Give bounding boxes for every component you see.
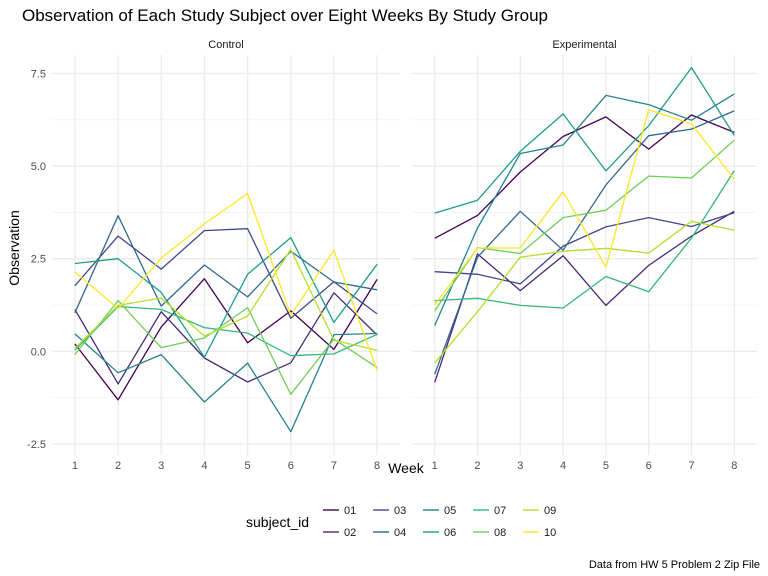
y-axis-title: Observation: [6, 210, 22, 285]
series-line-experimental-10: [434, 109, 735, 305]
series-line-control-08: [74, 299, 378, 395]
x-tick-label: 5: [245, 460, 251, 472]
facet-label-experimental: Experimental: [552, 39, 616, 51]
x-tick-label: 6: [646, 460, 652, 472]
y-axis: -2.5 0.0 2.5 5.0 7.5: [27, 69, 46, 451]
series-line-control-06: [74, 236, 378, 358]
y-tick-label: 2.5: [31, 254, 46, 266]
series-line-control-04: [74, 215, 378, 314]
x-tick-label: 1: [432, 460, 438, 472]
legend-label-02: 02: [344, 527, 356, 539]
facet-label-control: Control: [208, 39, 243, 51]
x-tick-label: 2: [474, 460, 480, 472]
x-tick-label: 7: [688, 460, 694, 472]
x-tick-label: 7: [331, 460, 337, 472]
series-line-control-09: [74, 248, 378, 351]
series-line-control-01: [74, 278, 378, 401]
y-tick-label: 0.0: [31, 346, 46, 358]
series-line-experimental-05: [434, 93, 735, 326]
caption: Data from HW 5 Problem 2 Zip File: [589, 559, 760, 571]
x-tick-label: 8: [731, 460, 737, 472]
legend-label-08: 08: [494, 527, 506, 539]
legend-label-09: 09: [544, 505, 556, 517]
legend-label-04: 04: [394, 527, 406, 539]
legend-title: subject_id: [246, 514, 309, 530]
facet-panel-control: Control: [52, 39, 400, 455]
x-tick-label: 4: [201, 460, 207, 472]
series-line-control-02: [74, 292, 378, 385]
series-line-control-05: [74, 332, 378, 433]
x-tick-label: 2: [115, 460, 121, 472]
y-tick-label: 5.0: [31, 161, 46, 173]
x-tick-label: 4: [560, 460, 566, 472]
series-line-experimental-07: [434, 170, 735, 309]
series-line-control-03: [74, 228, 378, 319]
x-tick-label: 6: [288, 460, 294, 472]
y-tick-label: -2.5: [27, 439, 46, 451]
legend-label-10: 10: [544, 527, 556, 539]
series-line-experimental-03: [434, 212, 735, 285]
facet-panel-experimental: Experimental: [412, 39, 757, 455]
series-line-experimental-02: [434, 210, 735, 383]
series-line-experimental-09: [434, 220, 735, 364]
x-tick-label: 3: [158, 460, 164, 472]
x-tick-label: 5: [603, 460, 609, 472]
legend-label-01: 01: [344, 505, 356, 517]
legend-label-07: 07: [494, 505, 506, 517]
chart-title: Observation of Each Study Subject over E…: [22, 6, 548, 25]
series-line-experimental-01: [434, 114, 735, 239]
x-tick-label: 8: [374, 460, 380, 472]
x-tick-label: 1: [72, 460, 78, 472]
x-axis-title: Week: [388, 460, 425, 476]
legend-label-06: 06: [444, 527, 456, 539]
x-tick-label: 3: [517, 460, 523, 472]
series-line-control-10: [74, 192, 378, 372]
legend: subject_id 01 02 03 04 05 06 07 08 09 10: [246, 505, 556, 539]
legend-label-03: 03: [394, 505, 406, 517]
y-tick-label: 7.5: [31, 69, 46, 81]
legend-label-05: 05: [444, 505, 456, 517]
series-line-experimental-04: [434, 110, 735, 375]
x-axis: 1 2 3 4 5 6 7 8 1 2 3 4 5 6 7 8: [72, 460, 738, 472]
series-line-control-07: [74, 305, 378, 357]
series-line-experimental-06: [434, 66, 735, 214]
